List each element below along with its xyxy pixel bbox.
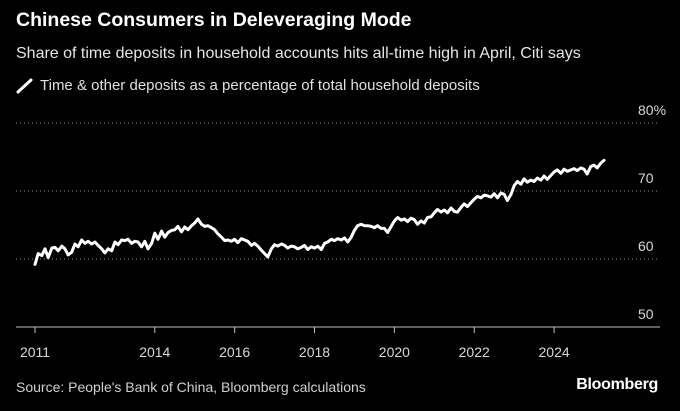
chart-grid xyxy=(16,122,660,260)
x-tick-label: 2020 xyxy=(379,344,410,360)
y-tick-label: 60 xyxy=(638,238,654,254)
series-line-time-deposits-share xyxy=(33,158,606,266)
legend-label: Time & other deposits as a percentage of… xyxy=(40,77,480,94)
y-tick-label: 50 xyxy=(638,306,654,322)
y-tick-label: 70 xyxy=(638,170,654,186)
y-axis-ticks: 50 60 70 80% xyxy=(638,102,666,322)
source-note: Source: People's Bank of China, Bloomber… xyxy=(16,379,366,395)
line-chart: 50 60 70 80% 2011 2014 2016 2018 2020 2022 2024 xyxy=(16,102,666,360)
x-tick-label: 2014 xyxy=(139,344,170,360)
chart-title: Chinese Consumers in Deleveraging Mode xyxy=(16,9,412,31)
bloomberg-logo: Bloomberg xyxy=(576,376,658,393)
x-axis-ticks: 2011 2014 2016 2018 2020 2022 2024 xyxy=(20,327,570,360)
chart-legend: Time & other deposits as a percentage of… xyxy=(16,77,480,94)
x-tick-label: 2016 xyxy=(219,344,250,360)
x-tick-label: 2011 xyxy=(20,344,50,360)
x-tick-label: 2018 xyxy=(299,344,330,360)
x-tick-label: 2024 xyxy=(539,344,570,360)
y-tick-label: 80% xyxy=(638,102,666,118)
x-tick-label: 2022 xyxy=(459,344,490,360)
chart-subtitle: Share of time deposits in household acco… xyxy=(16,45,581,62)
legend-line-swatch-icon xyxy=(16,78,33,93)
series-group xyxy=(33,158,606,266)
